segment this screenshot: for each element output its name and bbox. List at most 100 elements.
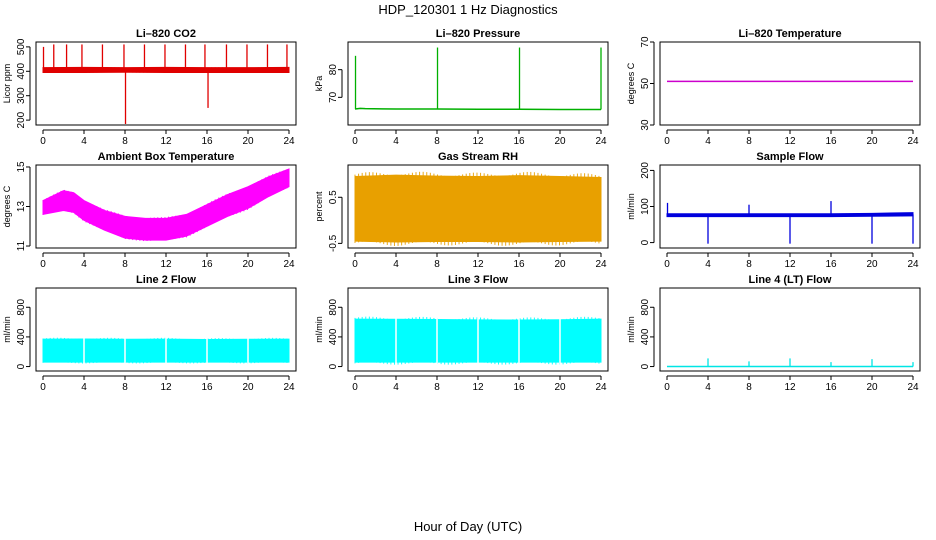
plot-area [354, 171, 602, 246]
x-tick-label: 16 [513, 382, 525, 393]
x-tick-label: 24 [595, 136, 607, 147]
y-tick-label: 400 [328, 328, 339, 345]
y-axis-label: ml/min [2, 316, 12, 343]
x-tick-label: 8 [746, 259, 752, 270]
x-tick-label: 0 [40, 259, 46, 270]
plot-area [666, 201, 914, 244]
panel-li-820-temperature: Li–820 Temperature 0 4 8 12 16 20 24 30 50 70 degre… [626, 28, 921, 147]
x-tick-label: 4 [705, 259, 711, 270]
y-axis-label: degrees C [626, 62, 636, 104]
y-tick-label: 200 [16, 111, 27, 128]
x-tick-label: 24 [907, 382, 919, 393]
y-tick-label: -0.5 [328, 234, 339, 252]
panel-title: Line 3 Flow [448, 274, 508, 286]
y-axis-label: ml/min [314, 316, 324, 343]
y-axis-label: Licor ppm [2, 64, 12, 104]
panel-title: Li–820 Pressure [436, 28, 520, 40]
series-band-texture [666, 212, 912, 217]
figure-title: HDP_120301 1 Hz Diagnostics [378, 2, 558, 17]
y-tick-label: 15 [16, 161, 27, 173]
y-tick-label: 0 [640, 239, 651, 245]
y-tick-label: 0 [640, 363, 651, 369]
x-tick-label: 8 [122, 382, 128, 393]
x-tick-label: 16 [825, 136, 837, 147]
x-tick-label: 12 [160, 382, 172, 393]
panel-title: Li–820 Temperature [738, 28, 841, 40]
y-tick-label: 0.5 [328, 190, 339, 204]
plot-area [42, 289, 290, 370]
panel-li-820-co2: Li–820 CO2 0 4 8 12 16 20 24 200 300 400 500 Licor p… [2, 28, 297, 147]
plot-frame [35, 164, 297, 249]
x-tick-label: 16 [513, 259, 525, 270]
panel-li-820-pressure: Li–820 Pressure 0 4 8 12 16 20 24 70 80 kPa [314, 28, 609, 147]
x-tick-label: 8 [434, 382, 440, 393]
x-tick-label: 20 [554, 382, 566, 393]
series-band-texture [42, 337, 288, 364]
x-tick-label: 12 [472, 136, 484, 147]
x-tick-label: 20 [554, 259, 566, 270]
y-axis-label: ml/min [626, 316, 636, 343]
plot-frame [659, 164, 921, 249]
x-tick-label: 16 [201, 382, 213, 393]
x-tick-label: 24 [283, 382, 295, 393]
panel-title: Sample Flow [756, 151, 824, 163]
y-tick-label: 0 [16, 363, 27, 369]
y-tick-label: 11 [16, 240, 27, 251]
x-tick-label: 8 [746, 382, 752, 393]
panel-line-4-lt-flow: Line 4 (LT) Flow 0 4 8 12 16 20 24 0 400 800 ml/min [626, 274, 921, 393]
x-tick-label: 12 [784, 136, 796, 147]
y-tick-label: 800 [640, 298, 651, 315]
y-axis-label: percent [314, 191, 324, 222]
x-tick-label: 0 [352, 136, 358, 147]
x-tick-label: 20 [866, 259, 878, 270]
panel-line-3-flow: Line 3 Flow 0 4 8 12 16 20 24 0 400 800 ml/min [314, 274, 609, 393]
x-tick-label: 8 [434, 259, 440, 270]
x-tick-label: 20 [242, 259, 254, 270]
x-tick-label: 16 [201, 136, 213, 147]
series-line [354, 107, 601, 111]
x-tick-label: 4 [393, 259, 399, 270]
y-tick-label: 30 [640, 119, 651, 131]
series-band [354, 174, 602, 243]
plot-frame [35, 287, 297, 372]
plot-area [354, 289, 602, 370]
x-tick-label: 4 [81, 382, 87, 393]
plot-frame [659, 41, 921, 126]
panel-line-2-flow: Line 2 Flow 0 4 8 12 16 20 24 0 400 800 ml/min [2, 274, 297, 393]
x-tick-label: 0 [40, 136, 46, 147]
x-tick-label: 0 [352, 259, 358, 270]
x-tick-label: 12 [784, 382, 796, 393]
panel-sample-flow: Sample Flow 0 4 8 12 16 20 24 0 100 200 ml/min [626, 151, 921, 270]
x-tick-label: 4 [81, 259, 87, 270]
plot-area [354, 47, 602, 111]
series-band [42, 66, 290, 74]
y-tick-label: 70 [640, 36, 651, 48]
x-tick-label: 24 [907, 259, 919, 270]
x-tick-label: 16 [825, 382, 837, 393]
y-tick-label: 300 [16, 87, 27, 104]
x-tick-label: 0 [664, 382, 670, 393]
y-tick-label: 50 [640, 78, 651, 90]
panel-title: Ambient Box Temperature [98, 151, 235, 163]
y-tick-label: 400 [16, 328, 27, 345]
plot-frame [347, 287, 609, 372]
y-tick-label: 0 [328, 363, 339, 369]
x-tick-label: 4 [705, 382, 711, 393]
panel-title: Li–820 CO2 [136, 28, 196, 40]
x-tick-label: 20 [866, 382, 878, 393]
x-tick-label: 24 [595, 382, 607, 393]
y-axis-label: ml/min [626, 193, 636, 220]
x-tick-label: 20 [554, 136, 566, 147]
y-tick-label: 400 [640, 328, 651, 345]
y-tick-label: 80 [328, 64, 339, 76]
y-tick-label: 800 [16, 298, 27, 315]
y-tick-label: 500 [16, 38, 27, 55]
x-tick-label: 16 [825, 259, 837, 270]
y-tick-label: 70 [328, 91, 339, 103]
figure-xlabel: Hour of Day (UTC) [414, 519, 522, 534]
x-tick-label: 12 [472, 382, 484, 393]
series-band-texture [42, 169, 288, 242]
x-tick-label: 0 [40, 382, 46, 393]
